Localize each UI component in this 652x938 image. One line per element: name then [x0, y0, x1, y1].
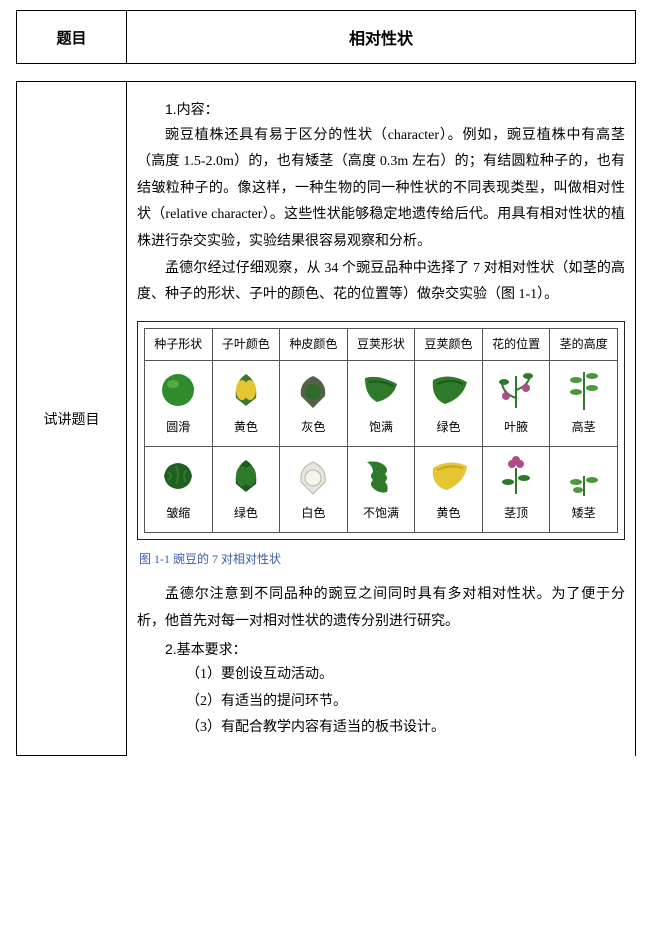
req-2: （2）有适当的提问环节。	[137, 689, 625, 716]
header-right: 相对性状	[127, 11, 636, 64]
trait-label: 不饱满	[350, 502, 413, 525]
trait-cell-0-2: 灰色	[280, 360, 348, 446]
req-3: （3）有配合教学内容有适当的板书设计。	[137, 715, 625, 742]
trait-col-2: 种皮颜色	[280, 328, 348, 360]
trait-label: 白色	[282, 502, 345, 525]
pod-yellow	[427, 454, 471, 498]
trait-label: 高茎	[552, 416, 615, 439]
stem-tall	[562, 368, 606, 412]
trait-cell-0-5: 叶腋	[482, 360, 550, 446]
pod-constricted	[359, 454, 403, 498]
stem-short	[562, 454, 606, 498]
trait-col-6: 茎的高度	[550, 328, 618, 360]
trait-label: 灰色	[282, 416, 345, 439]
trait-label: 茎顶	[485, 502, 548, 525]
paragraph-2: 孟德尔经过仔细观察，从 34 个豌豆品种中选择了 7 对相对性状（如茎的高度、种…	[137, 256, 625, 309]
content-left-label: 试讲题目	[17, 82, 127, 756]
trait-label: 饱满	[350, 416, 413, 439]
trait-col-1: 子叶颜色	[212, 328, 280, 360]
trait-label: 绿色	[417, 416, 480, 439]
trait-cell-0-3: 饱满	[347, 360, 415, 446]
paragraph-3: 孟德尔注意到不同品种的豌豆之间同时具有多对相对性状。为了便于分析，他首先对每一对…	[137, 582, 625, 635]
flower-axil	[494, 368, 538, 412]
trait-cell-0-1: 黄色	[212, 360, 280, 446]
trait-cell-1-3: 不饱满	[347, 446, 415, 532]
trait-col-3: 豆荚形状	[347, 328, 415, 360]
req-heading: 2.基本要求：	[137, 636, 625, 663]
cotyledon-yellow	[224, 368, 268, 412]
trait-label: 皱缩	[147, 502, 210, 525]
figure-caption: 图 1-1 豌豆的 7 对相对性状	[139, 548, 625, 571]
trait-cell-0-0: 圆滑	[145, 360, 213, 446]
paragraph-1: 豌豆植株还具有易于区分的性状（character）。例如，豌豆植株中有高茎（高度…	[137, 123, 625, 256]
round-seed	[156, 368, 200, 412]
pod-full	[359, 368, 403, 412]
cotyledon-green	[224, 454, 268, 498]
trait-label: 圆滑	[147, 416, 210, 439]
pod-green	[427, 368, 471, 412]
trait-cell-1-0: 皱缩	[145, 446, 213, 532]
trait-row-0: 圆滑黄色灰色饱满绿色叶腋高茎	[145, 360, 618, 446]
trait-col-0: 种子形状	[145, 328, 213, 360]
header-left: 题目	[17, 11, 127, 64]
trait-cell-1-2: 白色	[280, 446, 348, 532]
content-right: 1.内容： 豌豆植株还具有易于区分的性状（character）。例如，豌豆植株中…	[127, 82, 636, 756]
trait-label: 黄色	[215, 416, 278, 439]
trait-col-4: 豆荚颜色	[415, 328, 483, 360]
req-1: （1）要创设互动活动。	[137, 662, 625, 689]
content-heading: 1.内容：	[137, 96, 625, 123]
trait-label: 黄色	[417, 502, 480, 525]
seedcoat-white	[291, 454, 335, 498]
outer-table: 题目 相对性状 试讲题目 1.内容： 豌豆植株还具有易于区分的性状（charac…	[16, 10, 636, 756]
gap-row	[17, 64, 636, 82]
flower-terminal	[494, 454, 538, 498]
trait-label: 绿色	[215, 502, 278, 525]
trait-label: 矮茎	[552, 502, 615, 525]
trait-cell-1-5: 茎顶	[482, 446, 550, 532]
trait-row-1: 皱缩绿色白色不饱满黄色茎顶矮茎	[145, 446, 618, 532]
trait-table: 种子形状子叶颜色种皮颜色豆荚形状豆荚颜色花的位置茎的高度 圆滑黄色灰色饱满绿色叶…	[144, 328, 618, 533]
seedcoat-grey	[291, 368, 335, 412]
trait-body: 圆滑黄色灰色饱满绿色叶腋高茎皱缩绿色白色不饱满黄色茎顶矮茎	[145, 360, 618, 532]
trait-cell-1-6: 矮茎	[550, 446, 618, 532]
wrinkled-seed	[156, 454, 200, 498]
trait-figure: 种子形状子叶颜色种皮颜色豆荚形状豆荚颜色花的位置茎的高度 圆滑黄色灰色饱满绿色叶…	[137, 321, 625, 540]
trait-col-5: 花的位置	[482, 328, 550, 360]
trait-cell-1-4: 黄色	[415, 446, 483, 532]
trait-cell-0-4: 绿色	[415, 360, 483, 446]
trait-header-row: 种子形状子叶颜色种皮颜色豆荚形状豆荚颜色花的位置茎的高度	[145, 328, 618, 360]
trait-cell-1-1: 绿色	[212, 446, 280, 532]
trait-label: 叶腋	[485, 416, 548, 439]
trait-cell-0-6: 高茎	[550, 360, 618, 446]
header-row: 题目 相对性状	[17, 11, 636, 64]
content-row: 试讲题目 1.内容： 豌豆植株还具有易于区分的性状（character）。例如，…	[17, 82, 636, 756]
